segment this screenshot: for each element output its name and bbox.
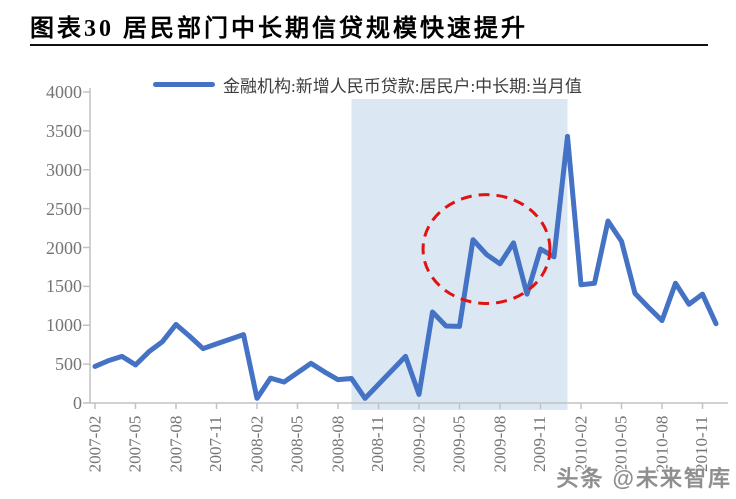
y-tick-label: 2000	[46, 237, 82, 258]
data-line	[92, 133, 719, 401]
highlight-band	[351, 99, 568, 410]
watermark: 头条 @未来智库	[556, 466, 732, 491]
annotation-ellipse	[421, 193, 552, 305]
chart-legend: 金融机构:新增人民币贷款:居民户:中长期:当月值	[153, 73, 582, 96]
legend-label: 金融机构:新增人民币贷款:居民户:中长期:当月值	[223, 76, 582, 96]
y-tick-label: 2500	[46, 198, 82, 219]
legend-line-marker-icon	[153, 81, 215, 87]
title-underline	[30, 44, 708, 46]
y-tick-label: 1000	[46, 315, 82, 336]
y-tick-label: 3500	[46, 120, 82, 141]
y-tick-label: 1500	[46, 276, 82, 297]
y-tick-label: 0	[73, 393, 82, 413]
y-tick-label: 3000	[46, 159, 82, 180]
page-title: 图表30 居民部门中长期信贷规模快速提升	[30, 16, 528, 42]
y-tick-label: 500	[55, 354, 82, 375]
y-tick-label: 4000	[46, 82, 82, 102]
